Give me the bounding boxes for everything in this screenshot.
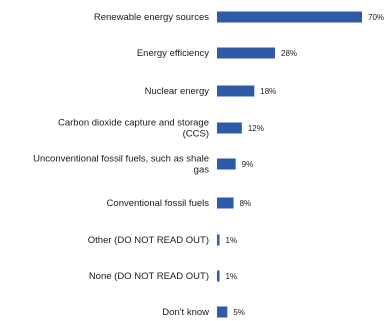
category-label-5: Conventional fossil fuels xyxy=(107,198,210,209)
bar-8 xyxy=(217,306,228,318)
category-label-2: Nuclear energy xyxy=(145,86,210,97)
category-label-4: Unconventional fossil fuels, such as sha… xyxy=(33,154,209,176)
value-label-4: 9% xyxy=(242,160,254,169)
bar-6 xyxy=(217,234,220,246)
category-label-0: Renewable energy sources xyxy=(94,12,209,23)
value-label-2: 18% xyxy=(260,87,276,96)
category-label-1: Energy efficiency xyxy=(137,48,209,59)
bar-7 xyxy=(217,270,220,282)
category-label-8: Don't know xyxy=(162,307,209,318)
value-label-8: 5% xyxy=(233,308,245,317)
value-label-0: 70% xyxy=(368,13,384,22)
value-label-7: 1% xyxy=(226,272,238,281)
value-label-5: 8% xyxy=(240,199,252,208)
category-label-3: Carbon dioxide capture and storage (CCS) xyxy=(58,118,209,140)
value-label-6: 1% xyxy=(226,236,238,245)
bar-3 xyxy=(217,122,242,134)
bar-5 xyxy=(217,197,234,209)
bar-1 xyxy=(217,47,275,59)
bar-2 xyxy=(217,85,255,97)
category-label-6: Other (DO NOT READ OUT) xyxy=(88,235,209,246)
bar-4 xyxy=(217,158,236,170)
bar-0 xyxy=(217,11,362,23)
category-label-7: None (DO NOT READ OUT) xyxy=(89,271,209,282)
value-label-3: 12% xyxy=(248,124,264,133)
value-label-1: 28% xyxy=(281,49,297,58)
